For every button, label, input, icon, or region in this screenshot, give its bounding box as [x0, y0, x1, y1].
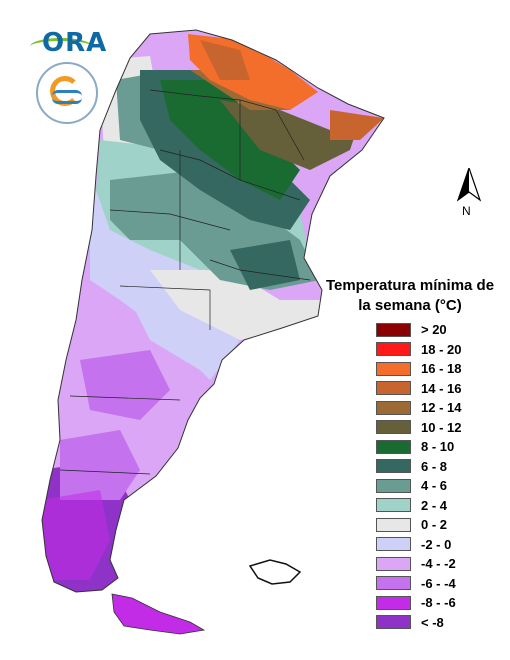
legend-range-label: 12 - 14 [421, 400, 462, 416]
legend-range-label: -6 - -4 [421, 575, 456, 591]
legend-range-label: 4 - 6 [421, 478, 448, 494]
legend-range-label: 16 - 18 [421, 361, 462, 377]
legend-swatch [376, 381, 411, 396]
legend-item: > 20 [376, 320, 510, 340]
legend-swatch [376, 556, 411, 571]
legend-list: > 20 18 - 20 16 - 18 14 - 16 12 - 14 10 - 12 8… [376, 320, 510, 632]
legend-swatch [376, 615, 411, 630]
legend-range-label: 8 - 10 [421, 439, 455, 455]
legend-swatch [376, 537, 411, 552]
ora-arc-icon [30, 38, 92, 55]
legend-range-label: > 20 [421, 322, 447, 338]
legend-range-label: -8 - -6 [421, 595, 456, 611]
legend-range-label: 0 - 2 [421, 517, 448, 533]
legend-swatch [376, 400, 411, 415]
legend-swatch [376, 322, 411, 337]
legend-range-label: -4 - -2 [421, 556, 456, 572]
legend-swatch [376, 517, 411, 532]
legend-item: < -8 [376, 613, 510, 633]
legend-range-label: -2 - 0 [421, 536, 452, 552]
legend-swatch [376, 439, 411, 454]
legend-item: -8 - -6 [376, 593, 510, 613]
legend-item: -4 - -2 [376, 554, 510, 574]
legend-item: 4 - 6 [376, 476, 510, 496]
legend-item: 2 - 4 [376, 496, 510, 516]
legend-swatch [376, 498, 411, 513]
legend-range-label: < -8 [421, 614, 444, 630]
north-arrow-icon [456, 168, 482, 202]
legend-swatch [376, 478, 411, 493]
legend-item: 18 - 20 [376, 340, 510, 360]
smn-wave-icon [52, 90, 82, 104]
legend-range-label: 2 - 4 [421, 497, 448, 513]
legend-swatch [376, 595, 411, 610]
north-label: N [462, 204, 471, 218]
legend-item: 8 - 10 [376, 437, 510, 457]
legend-swatch [376, 459, 411, 474]
legend-swatch [376, 361, 411, 376]
legend-swatch [376, 342, 411, 357]
legend-item: -6 - -4 [376, 574, 510, 594]
legend-range-label: 10 - 12 [421, 419, 462, 435]
legend: Temperatura mínima de la semana (°C) > 2… [320, 276, 510, 632]
legend-item: 10 - 12 [376, 418, 510, 438]
legend-item: 0 - 2 [376, 515, 510, 535]
legend-range-label: 6 - 8 [421, 458, 448, 474]
legend-range-label: 14 - 16 [421, 380, 462, 396]
legend-item: 16 - 18 [376, 359, 510, 379]
legend-item: 6 - 8 [376, 457, 510, 477]
legend-item: 14 - 16 [376, 379, 510, 399]
legend-swatch [376, 576, 411, 591]
legend-item: 12 - 14 [376, 398, 510, 418]
smn-logo [36, 62, 98, 124]
ora-logo: ORA [30, 26, 106, 60]
legend-title: Temperatura mínima de la semana (°C) [325, 277, 495, 314]
legend-item: -2 - 0 [376, 535, 510, 555]
ora-logo-text: ORA [42, 28, 108, 58]
legend-swatch [376, 420, 411, 435]
legend-range-label: 18 - 20 [421, 341, 462, 357]
